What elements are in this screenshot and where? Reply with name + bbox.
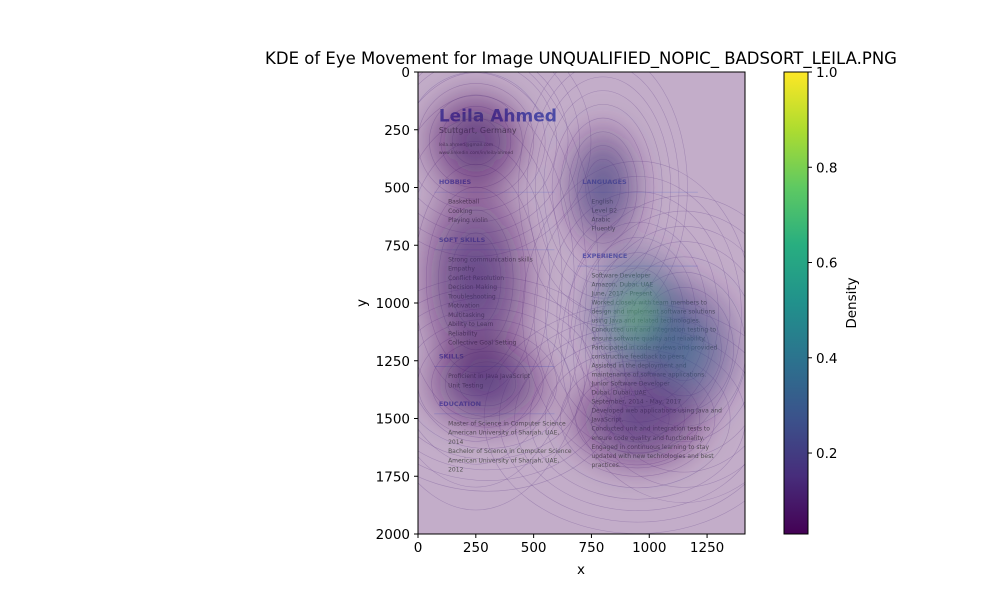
y-tick-label: 1000 bbox=[376, 296, 410, 312]
x-tick-label: 500 bbox=[521, 540, 547, 556]
x-tick-label: 750 bbox=[579, 540, 605, 556]
contour-line bbox=[573, 210, 745, 488]
y-tick-label: 1500 bbox=[376, 412, 410, 428]
kde-density-fill bbox=[418, 85, 744, 474]
y-tick-label: 1750 bbox=[376, 469, 410, 485]
y-tick-label: 250 bbox=[384, 123, 410, 139]
y-axis: 0 250 500 750 1000 1250 1500 1750 2000 bbox=[376, 65, 418, 543]
resume-item: 2014 bbox=[448, 439, 463, 446]
y-tick-label: 500 bbox=[384, 181, 410, 197]
colorbar-label: Density bbox=[844, 277, 860, 328]
colorbar bbox=[783, 71, 809, 535]
y-tick-label: 750 bbox=[384, 238, 410, 254]
resume-item: American University of Sharjah, UAE, bbox=[448, 457, 559, 464]
contour-line bbox=[418, 72, 587, 488]
x-tick-label: 1250 bbox=[690, 540, 724, 556]
y-tick-label: 0 bbox=[401, 65, 410, 81]
y-tick-label: 2000 bbox=[376, 527, 410, 543]
y-tick-label: 1250 bbox=[376, 354, 410, 370]
resume-item: 2012 bbox=[448, 467, 463, 474]
density-blob bbox=[628, 302, 647, 327]
x-tick-label: 250 bbox=[463, 540, 489, 556]
contour-line bbox=[585, 226, 745, 473]
density-blob bbox=[476, 375, 499, 393]
x-tick-label: 0 bbox=[414, 540, 423, 556]
colorbar-axis: 0.2 0.4 0.6 0.8 1.0 bbox=[808, 65, 837, 462]
y-axis-label: y bbox=[354, 299, 370, 307]
x-axis: 0 250 500 750 1000 1250 bbox=[414, 534, 724, 556]
resume-item: Bachelor of Science in Computer Science bbox=[448, 448, 572, 455]
colorbar-tick-label: 0.4 bbox=[816, 351, 837, 367]
colorbar-tick-label: 0.2 bbox=[816, 446, 837, 462]
density-blob bbox=[596, 176, 610, 199]
colorbar-tick-label: 0.8 bbox=[816, 160, 837, 176]
x-tick-label: 1000 bbox=[632, 540, 666, 556]
x-axis-label: x bbox=[577, 562, 585, 578]
density-blob bbox=[465, 261, 486, 299]
density-blob bbox=[625, 409, 651, 428]
contour-line bbox=[560, 195, 745, 503]
colorbar-tick-label: 1.0 bbox=[816, 65, 837, 81]
density-blob bbox=[466, 132, 486, 151]
colorbar-tick-label: 0.6 bbox=[816, 256, 837, 272]
chart-title: KDE of Eye Movement for Image UNQUALIFIE… bbox=[265, 49, 897, 69]
